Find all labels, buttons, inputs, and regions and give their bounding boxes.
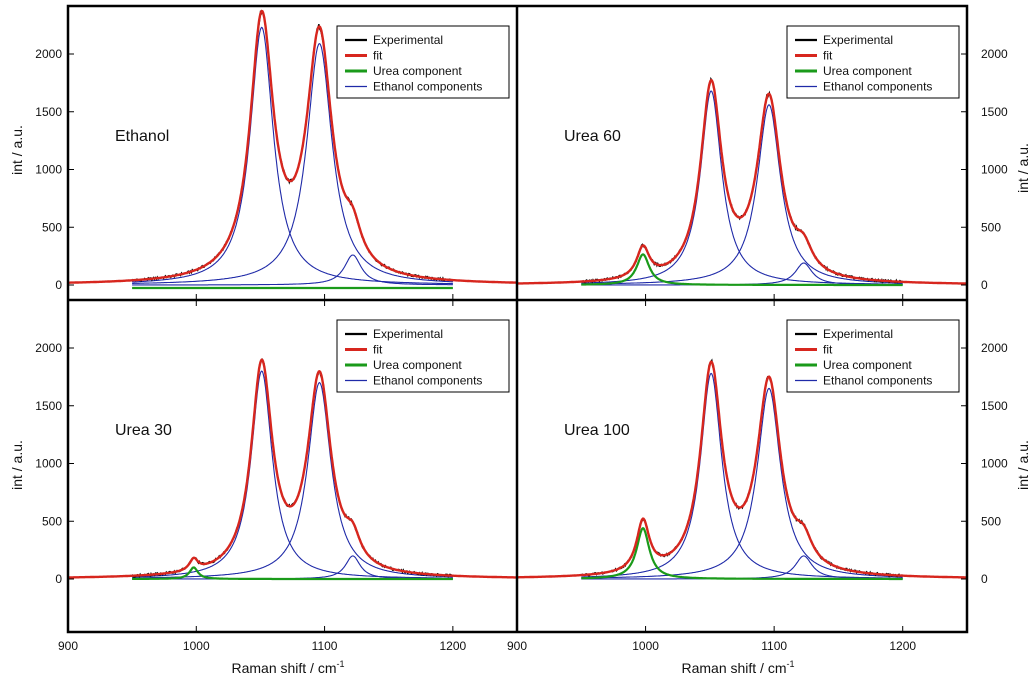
legend-label-fit: fit <box>823 49 833 63</box>
ethanol-component-line-1 <box>581 104 903 285</box>
y-tick-label: 1000 <box>981 457 1008 471</box>
legend-label-eth: Ethanol components <box>373 374 482 388</box>
legend-label-urea: Urea component <box>823 358 912 372</box>
urea-component-line <box>581 253 903 287</box>
experimental-line <box>580 358 903 578</box>
fit-line <box>517 360 967 579</box>
y-axis-right-bottom: 0 500 1000 1500 2000 <box>961 341 1008 586</box>
y-tick-label: 1500 <box>35 105 62 119</box>
experimental-line <box>580 76 903 284</box>
y-tick-label: 1000 <box>981 163 1008 177</box>
x-tick-label: 1100 <box>312 639 338 653</box>
fit-line <box>68 9 517 284</box>
ethanol-component-line-2 <box>581 262 903 286</box>
legend-label-eth: Ethanol components <box>823 80 932 94</box>
legend-label-exp: Experimental <box>823 327 893 341</box>
urea-component-line <box>132 566 453 581</box>
x-axis-label-right: Raman shift / cm-1 <box>681 659 794 676</box>
y-axis-label-left-top: int / a.u. <box>9 125 25 175</box>
legend-label-urea: Urea component <box>373 358 462 372</box>
x-axis-left: 900 1000 1100 1200 <box>58 294 467 653</box>
x-tick-label: 1100 <box>761 639 787 653</box>
y-tick-label: 0 <box>55 278 62 292</box>
x-tick-label: 1000 <box>183 639 210 653</box>
y-axis-left-top: 0 500 1000 1500 2000 <box>35 47 74 292</box>
x-axis-label-left: Raman shift / cm-1 <box>231 659 344 676</box>
panel-title: Urea 60 <box>564 128 621 145</box>
y-tick-label: 500 <box>42 220 62 234</box>
fit-line <box>517 78 967 285</box>
fit-line <box>68 358 517 579</box>
legend-label-urea: Urea component <box>823 64 912 78</box>
y-axis-label-left-bottom: int / a.u. <box>9 440 25 490</box>
panel-title: Urea 100 <box>564 422 630 439</box>
legend-label-eth: Ethanol components <box>373 80 482 94</box>
y-tick-label: 500 <box>981 220 1001 234</box>
legend-label-fit: fit <box>823 343 833 357</box>
y-tick-label: 2000 <box>35 47 62 61</box>
y-tick-label: 1500 <box>981 105 1008 119</box>
y-tick-label: 0 <box>981 572 988 586</box>
legend-label-exp: Experimental <box>373 33 443 47</box>
x-axis-right: 900 1000 1100 1200 <box>507 294 916 653</box>
legend-label-exp: Experimental <box>373 327 443 341</box>
x-tick-label: 1200 <box>440 639 467 653</box>
legend-label-exp: Experimental <box>823 33 893 47</box>
y-axis-label-right-bottom: int / a.u. <box>1015 440 1030 490</box>
y-tick-label: 1000 <box>35 457 62 471</box>
legend-label-urea: Urea component <box>373 64 462 78</box>
x-tick-label: 900 <box>58 639 78 653</box>
ethanol-component-line-1 <box>132 42 453 284</box>
y-axis-left-bottom: 0 500 1000 1500 2000 <box>35 341 74 586</box>
ethanol-component-line-2 <box>132 555 453 580</box>
y-tick-label: 500 <box>42 514 62 528</box>
ethanol-component-line-0 <box>132 26 453 285</box>
legend-label-eth: Ethanol components <box>823 374 932 388</box>
y-tick-label: 500 <box>981 514 1001 528</box>
y-tick-label: 1500 <box>35 399 62 413</box>
y-tick-label: 0 <box>55 572 62 586</box>
y-tick-label: 1500 <box>981 399 1008 413</box>
y-tick-label: 2000 <box>981 47 1008 61</box>
panel-title: Urea 30 <box>115 422 172 439</box>
y-axis-right-top: 0 500 1000 1500 2000 <box>961 47 1008 292</box>
y-tick-label: 0 <box>981 278 988 292</box>
ethanol-component-line-0 <box>581 372 903 579</box>
urea-component-line <box>581 526 903 581</box>
panel-title: Ethanol <box>115 128 169 145</box>
ethanol-component-line-0 <box>581 90 903 285</box>
y-tick-label: 2000 <box>981 341 1008 355</box>
x-tick-label: 1200 <box>889 639 916 653</box>
y-tick-label: 2000 <box>35 341 62 355</box>
legend-label-fit: fit <box>373 343 383 357</box>
ethanol-component-line-1 <box>581 387 903 579</box>
x-tick-label: 1000 <box>632 639 659 653</box>
legend-label-fit: fit <box>373 49 383 63</box>
y-axis-label-right-top: int / a.u. <box>1015 143 1030 193</box>
y-tick-label: 1000 <box>35 163 62 177</box>
ethanol-component-line-2 <box>132 254 453 286</box>
ethanol-component-line-0 <box>132 370 453 579</box>
x-tick-label: 900 <box>507 639 527 653</box>
